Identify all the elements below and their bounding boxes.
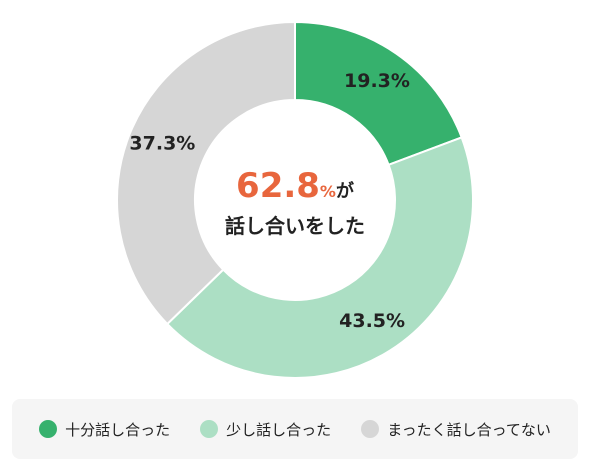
legend: 十分話し合った 少し話し合った まったく話し合ってない bbox=[12, 399, 578, 459]
donut-chart: 19.3% 43.5% 37.3% bbox=[116, 20, 474, 379]
center-number: 62.8 bbox=[236, 166, 320, 206]
legend-item-2: 少し話し合った bbox=[200, 419, 331, 440]
slice-label-2: 43.5% bbox=[339, 310, 405, 332]
donut-slice-2 bbox=[165, 136, 474, 379]
center-suffix: が bbox=[335, 181, 354, 202]
legend-label-2: 少し話し合った bbox=[226, 420, 332, 439]
center-label: 話し合いをした bbox=[225, 214, 365, 238]
legend-swatch-3 bbox=[361, 420, 380, 438]
legend-swatch-1 bbox=[39, 420, 58, 438]
center-value: 62.8%が bbox=[195, 166, 395, 206]
legend-item-1: 十分話し合った bbox=[39, 419, 170, 440]
donut-slice-1 bbox=[294, 20, 463, 167]
legend-label-3: まったく話し合ってない bbox=[387, 420, 551, 439]
legend-item-3: まったく話し合ってない bbox=[361, 419, 551, 440]
donut-slice-3 bbox=[116, 20, 296, 326]
legend-swatch-2 bbox=[200, 420, 219, 438]
center-unit: % bbox=[319, 182, 336, 201]
slice-label-3: 37.3% bbox=[129, 132, 195, 154]
legend-label-1: 十分話し合った bbox=[65, 420, 171, 439]
slice-label-1: 19.3% bbox=[344, 70, 410, 92]
